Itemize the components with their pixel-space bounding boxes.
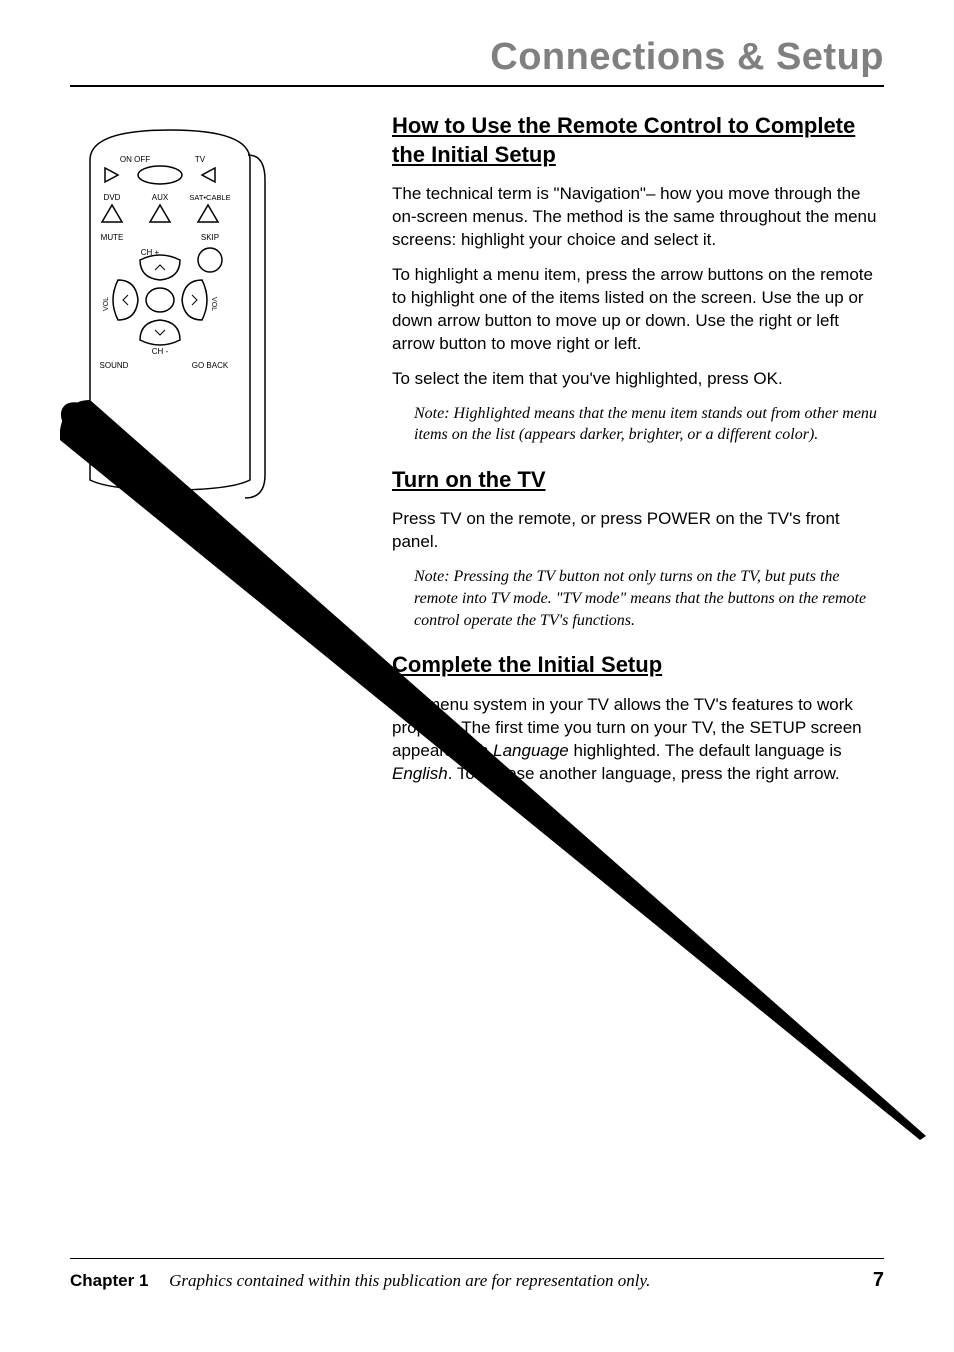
footer-chapter: Chapter 1	[70, 1271, 148, 1290]
svg-text:VOL: VOL	[103, 297, 110, 311]
para-complete: The menu system in your TV allows the TV…	[392, 694, 884, 786]
page-header: Connections & Setup	[70, 36, 884, 87]
section-title-complete: Complete the Initial Setup	[392, 651, 884, 680]
em-language: Language	[493, 741, 569, 760]
svg-text:DVD: DVD	[104, 193, 121, 202]
svg-text:TV: TV	[195, 155, 206, 164]
header-title: Connections & Setup	[70, 36, 884, 79]
section-title-turnon: Turn on the TV	[392, 466, 884, 495]
svg-text:CH -: CH -	[152, 347, 169, 356]
svg-text:MUTE: MUTE	[101, 233, 124, 242]
page-footer: Chapter 1 Graphics contained within this…	[70, 1258, 884, 1292]
svg-text:GO BACK: GO BACK	[192, 361, 229, 370]
em-english: English	[392, 764, 448, 783]
svg-text:ON OFF: ON OFF	[120, 155, 150, 164]
footer-left: Chapter 1 Graphics contained within this…	[70, 1271, 650, 1291]
para: The technical term is "Navigation"– how …	[392, 183, 884, 252]
section-title-remote: How to Use the Remote Control to Complet…	[392, 112, 884, 169]
text: highlighted. The default language is	[569, 741, 842, 760]
svg-text:VOL: VOL	[210, 297, 217, 311]
para: To highlight a menu item, press the arro…	[392, 264, 884, 356]
svg-text:SOUND: SOUND	[100, 361, 129, 370]
svg-text:SAT•CABLE: SAT•CABLE	[189, 193, 230, 202]
note: Note: Pressing the TV button not only tu…	[414, 566, 884, 631]
svg-text:AUX: AUX	[152, 193, 169, 202]
text: . To choose another language, press the …	[448, 764, 840, 783]
para: To select the item that you've highlight…	[392, 368, 884, 391]
footer-note: Graphics contained within this publicati…	[169, 1271, 650, 1290]
note: Note: Highlighted means that the menu it…	[414, 403, 884, 446]
svg-text:SKIP: SKIP	[201, 233, 219, 242]
para: Press TV on the remote, or press POWER o…	[392, 508, 884, 554]
footer-page-number: 7	[873, 1269, 884, 1292]
main-content: How to Use the Remote Control to Complet…	[392, 112, 884, 797]
